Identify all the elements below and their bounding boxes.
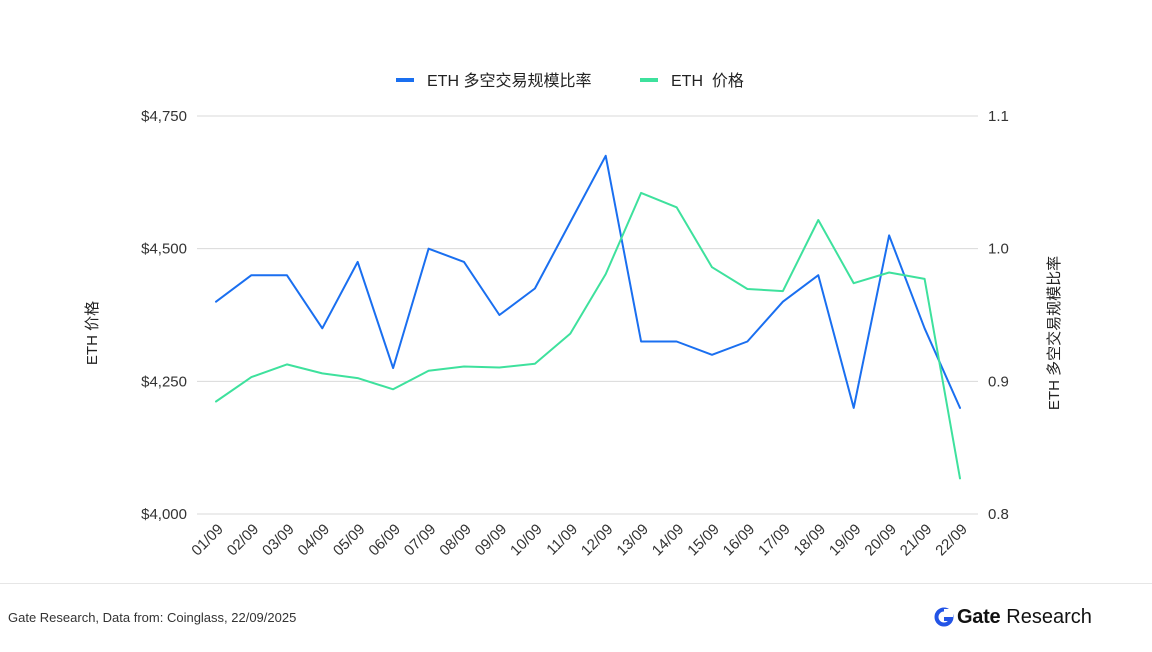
x-tick-label: 12/09	[578, 521, 617, 560]
brand-name: Gate	[957, 605, 1001, 628]
x-tick-label: 07/09	[401, 521, 440, 560]
x-tick-label: 18/09	[791, 521, 830, 560]
brand-sub: Research	[1006, 605, 1092, 628]
x-tick-label: 16/09	[720, 521, 759, 560]
y-right-axis-title: ETH 多空交易规模比率	[1045, 256, 1063, 410]
x-tick-label: 21/09	[897, 521, 936, 560]
legend-label-2: ETH 价格	[671, 72, 744, 90]
series-line-1	[215, 154, 961, 409]
x-tick-label: 05/09	[330, 521, 369, 560]
x-tick-label: 01/09	[188, 521, 227, 560]
x-tick-label: 10/09	[507, 521, 546, 560]
y-left-tick-label: $4,750	[141, 108, 187, 125]
y-right-tick-label: 1.0	[988, 241, 1009, 258]
y-right-tick-label: 0.8	[988, 506, 1009, 523]
y-left-tick-label: $4,500	[141, 241, 187, 258]
gate-logo-icon	[934, 607, 954, 627]
x-tick-label: 08/09	[436, 521, 475, 560]
x-tick-label: 22/09	[932, 521, 971, 560]
x-tick-label: 11/09	[543, 521, 581, 559]
x-tick-label: 19/09	[826, 521, 865, 560]
x-tick-label: 15/09	[684, 521, 723, 560]
x-tick-label: 02/09	[224, 521, 263, 560]
series-line-2	[215, 191, 961, 480]
y-right-tick-label: 0.9	[988, 373, 1009, 390]
source-note: Gate Research, Data from: Coinglass, 22/…	[8, 610, 297, 625]
x-tick-label: 13/09	[613, 521, 652, 560]
legend-label-1: ETH 多空交易规模比率	[427, 72, 591, 90]
y-right-tick-label: 1.1	[988, 108, 1009, 125]
x-tick-label: 09/09	[472, 521, 511, 560]
x-tick-label: 03/09	[259, 521, 298, 560]
y-left-axis-title: ETH 价格	[84, 301, 101, 365]
y-left-tick-label: $4,250	[141, 373, 187, 390]
brand-logo: Gate Research	[934, 604, 1092, 630]
x-tick-label: 06/09	[365, 521, 404, 560]
footer-divider	[0, 583, 1152, 584]
x-tick-label: 17/09	[755, 521, 794, 560]
x-tick-label: 20/09	[861, 521, 900, 560]
y-left-tick-label: $4,000	[141, 506, 187, 523]
chart-canvas: $4,000 $4,250 $4,500 $4,750 0.8 0.9 1.0 1.1 01/0…	[84, 72, 1063, 560]
x-tick-label: 14/09	[649, 521, 688, 560]
x-tick-label: 04/09	[295, 521, 334, 560]
